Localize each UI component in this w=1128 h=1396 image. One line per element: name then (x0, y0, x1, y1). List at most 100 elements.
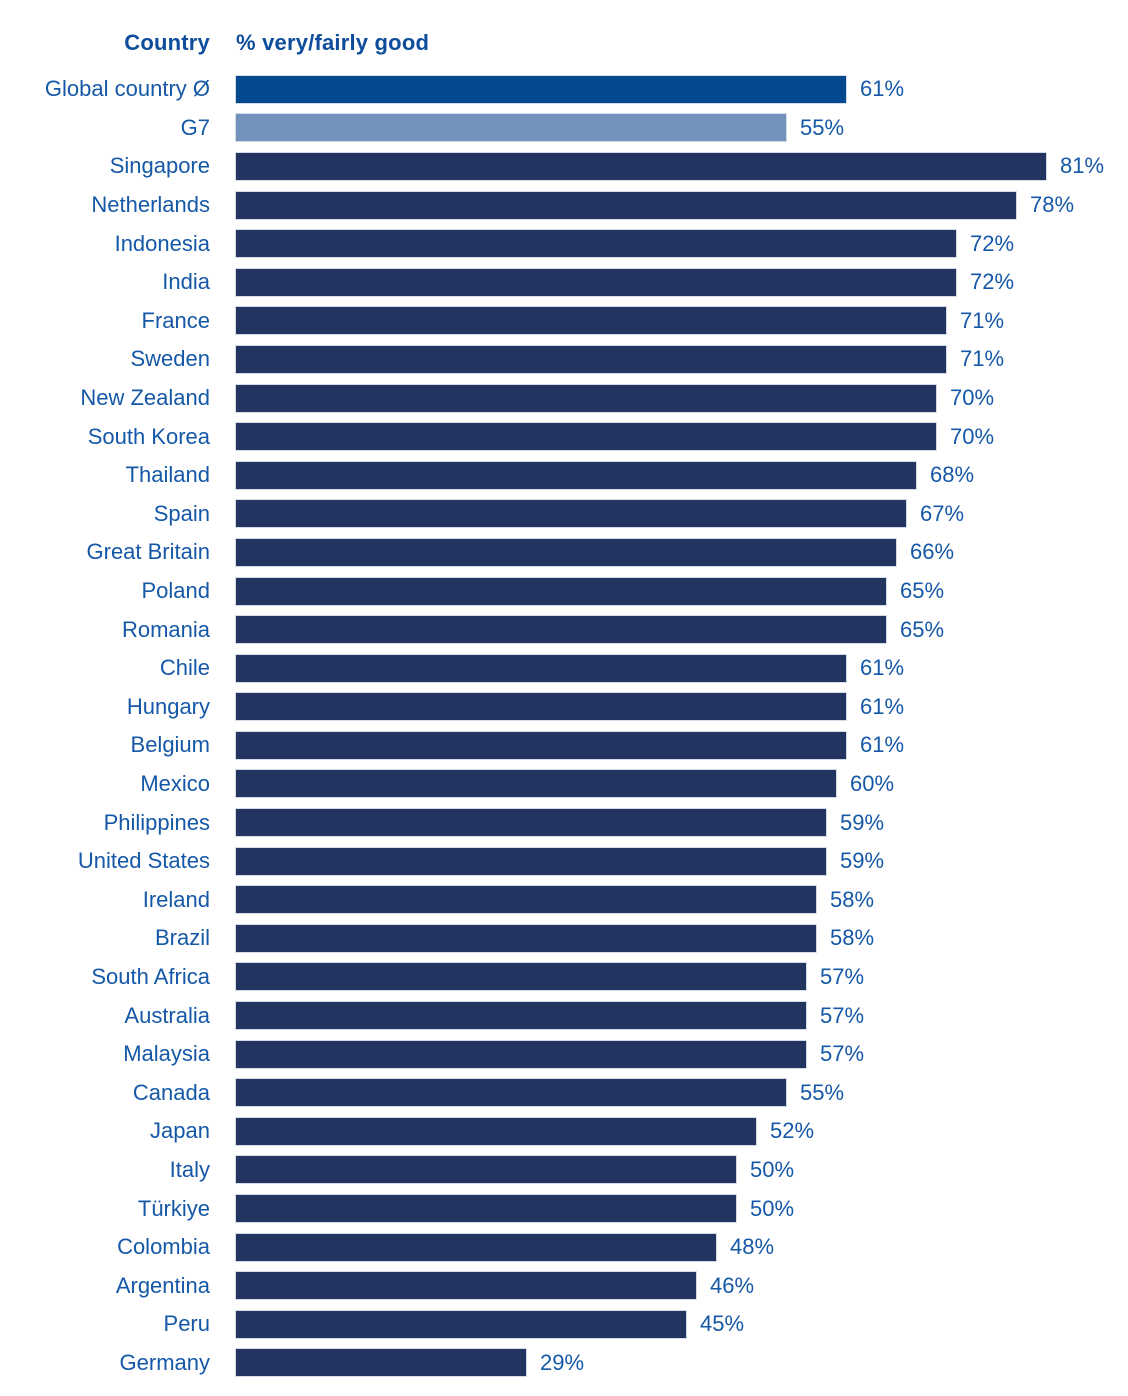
bar-area: 65% (236, 577, 1128, 605)
value-label: 71% (960, 346, 1005, 372)
value-bar (236, 847, 826, 875)
value-bar (236, 1349, 526, 1377)
country-label: Peru (163, 1311, 210, 1337)
bar-area: 70% (236, 384, 1128, 412)
value-bar (236, 577, 886, 605)
bar-area: 66% (236, 538, 1128, 566)
value-bar (236, 924, 816, 952)
country-label: G7 (180, 114, 210, 140)
value-label: 50% (750, 1156, 795, 1182)
country-label: Malaysia (123, 1041, 210, 1067)
chart-row: Philippines 59% (0, 803, 1128, 842)
country-column-header: Country (124, 30, 210, 55)
value-label: 78% (1030, 192, 1075, 218)
value-bar (236, 963, 806, 991)
bar-area: 50% (236, 1156, 1128, 1184)
bar-area: 61% (236, 654, 1128, 682)
bar-area: 55% (236, 1079, 1128, 1107)
chart-row: Great Britain 66% (0, 533, 1128, 572)
country-label: Hungary (126, 693, 210, 719)
bar-area: 57% (236, 963, 1128, 991)
bar-area: 61% (236, 731, 1128, 759)
chart-row: Italy 50% (0, 1151, 1128, 1190)
value-bar (236, 1040, 806, 1068)
value-bar (236, 1079, 786, 1107)
chart-row: Malaysia 57% (0, 1035, 1128, 1074)
chart-row: South Korea 70% (0, 417, 1128, 456)
country-label: Türkiye (137, 1195, 210, 1221)
value-label: 70% (950, 423, 995, 449)
value-bar (236, 1310, 686, 1338)
chart-row: India 72% (0, 263, 1128, 302)
chart-row: Japan 52% (0, 1112, 1128, 1151)
country-label: Argentina (115, 1272, 210, 1298)
country-label: Singapore (109, 153, 210, 179)
value-bar (236, 731, 846, 759)
chart-row: Chile 61% (0, 649, 1128, 688)
value-bar (236, 654, 846, 682)
value-bar (236, 538, 896, 566)
bar-area: 72% (236, 230, 1128, 258)
chart-row: Poland 65% (0, 572, 1128, 611)
value-bar (236, 1233, 716, 1261)
chart-row: Indonesia 72% (0, 224, 1128, 263)
value-bar (236, 191, 1016, 219)
value-label: 48% (730, 1234, 775, 1260)
country-label: Thailand (125, 462, 210, 488)
bar-area: 59% (236, 847, 1128, 875)
value-label: 55% (800, 114, 845, 140)
bar-area: 60% (236, 770, 1128, 798)
country-label: France (141, 307, 210, 333)
bar-area: 71% (236, 307, 1128, 335)
value-label: 71% (960, 307, 1005, 333)
chart-row: Germany 29% (0, 1344, 1128, 1383)
chart-row: South Africa 57% (0, 958, 1128, 997)
bar-area: 71% (236, 345, 1128, 373)
value-label: 65% (900, 616, 945, 642)
value-label: 67% (920, 500, 965, 526)
chart-row: United States 59% (0, 842, 1128, 881)
value-label: 61% (860, 732, 905, 758)
value-label: 59% (840, 809, 885, 835)
country-label: Italy (169, 1156, 210, 1182)
value-bar (236, 152, 1046, 180)
country-label: Canada (132, 1079, 210, 1105)
country-label: Global country Ø (44, 76, 210, 102)
country-label: Japan (150, 1118, 210, 1144)
bar-area: 81% (236, 152, 1128, 180)
country-label: Belgium (130, 732, 210, 758)
chart-row: Hungary 61% (0, 688, 1128, 727)
value-label: 61% (860, 655, 905, 681)
country-label: Romania (121, 616, 210, 642)
chart-row: Colombia 48% (0, 1228, 1128, 1267)
chart-row: Thailand 68% (0, 456, 1128, 495)
country-label: South Africa (91, 963, 210, 989)
value-label: 57% (820, 1002, 865, 1028)
chart-row: G7 55% (0, 109, 1128, 148)
value-label: 52% (770, 1118, 815, 1144)
value-bar (236, 693, 846, 721)
country-label: Brazil (154, 925, 210, 951)
country-label: Chile (159, 655, 210, 681)
country-label: India (162, 269, 210, 295)
value-label: 58% (830, 886, 875, 912)
bar-area: 61% (236, 75, 1128, 103)
chart-row: Ireland 58% (0, 880, 1128, 919)
value-bar (236, 1195, 736, 1223)
value-label: 81% (1060, 153, 1105, 179)
value-bar (236, 1272, 696, 1300)
country-label: Indonesia (114, 230, 210, 256)
value-label: 46% (710, 1272, 755, 1298)
bar-area: 57% (236, 1040, 1128, 1068)
chart-row: Sweden 71% (0, 340, 1128, 379)
value-label: 29% (540, 1349, 585, 1375)
chart-row: Belgium 61% (0, 726, 1128, 765)
value-bar (236, 616, 886, 644)
value-bar (236, 230, 956, 258)
country-label: Netherlands (91, 192, 210, 218)
value-label: 57% (820, 963, 865, 989)
value-label: 72% (970, 269, 1015, 295)
value-label: 55% (800, 1079, 845, 1105)
value-label: 57% (820, 1041, 865, 1067)
